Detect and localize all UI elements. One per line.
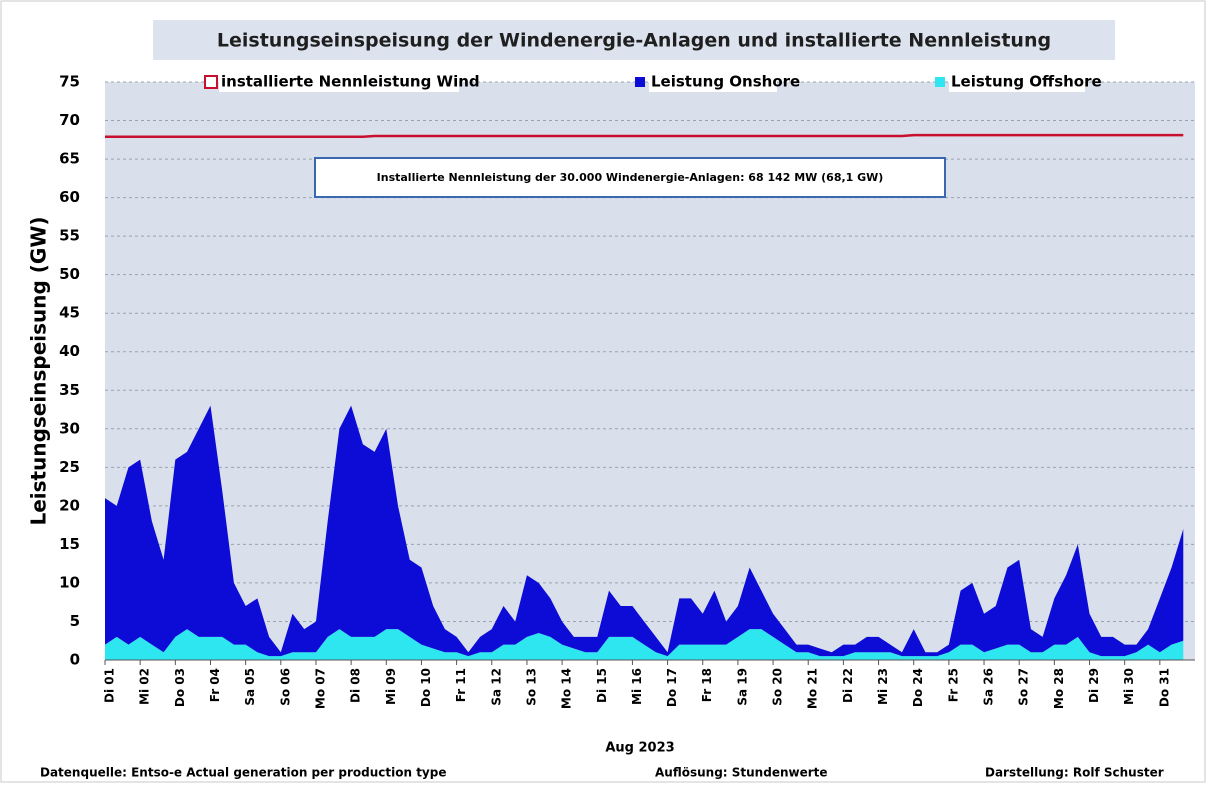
- legend-swatch: [935, 77, 945, 87]
- y-tick-label: 55: [59, 227, 80, 245]
- x-tick-label: Di 29: [1087, 668, 1101, 703]
- y-tick-label: 25: [59, 458, 80, 476]
- legend-bg: [949, 72, 1085, 92]
- y-tick-label: 5: [70, 612, 80, 630]
- legend-label: Leistung Offshore: [951, 73, 1102, 91]
- legend-swatch: [204, 75, 218, 89]
- legend-label: installierte Nennleistung Wind: [221, 73, 480, 91]
- x-tick-label: Mi 30: [1122, 668, 1136, 705]
- x-tick-label: So 27: [1017, 668, 1031, 706]
- footer-source: Datenquelle: Entso-e Actual generation p…: [40, 766, 446, 780]
- y-tick-label: 15: [59, 535, 80, 553]
- x-tick-label: Mo 21: [806, 668, 820, 709]
- y-tick-label: 70: [59, 111, 80, 129]
- x-tick-label: Mo 14: [560, 668, 574, 709]
- x-tick-label: Fr 25: [946, 668, 960, 702]
- x-tick-label: Fr 04: [208, 668, 222, 702]
- y-tick-label: 20: [59, 496, 80, 514]
- y-tick-label: 10: [59, 573, 80, 591]
- annotation: Installierte Nennleistung der 30.000 Win…: [377, 171, 884, 184]
- annotation-box: [314, 157, 946, 198]
- x-axis-label: Aug 2023: [605, 741, 674, 756]
- x-tick-label: Fr 18: [700, 668, 714, 702]
- x-tick-label: Di 08: [349, 668, 363, 703]
- legend-bg: [649, 72, 777, 92]
- legend-label: Leistung Onshore: [651, 73, 800, 91]
- x-tick-label: Do 31: [1157, 668, 1171, 707]
- x-tick-label: Sa 19: [735, 668, 749, 706]
- x-tick-label: Sa 12: [489, 668, 503, 706]
- x-tick-label: Di 15: [595, 668, 609, 703]
- x-tick-label: Mo 07: [313, 668, 327, 709]
- y-tick-label: 0: [70, 651, 80, 669]
- y-tick-label: 75: [59, 73, 80, 91]
- x-tick-label: Sa 26: [982, 668, 996, 706]
- y-tick-label: 60: [59, 188, 80, 206]
- title-box: [153, 20, 1115, 60]
- x-tick-label: Mi 09: [384, 668, 398, 705]
- y-axis-label: Leistungseinspeisung (GW): [27, 216, 51, 525]
- legend-bg: [219, 72, 459, 92]
- chart-title: Leistungseinspeisung der Windenergie-Anl…: [217, 30, 1051, 52]
- legend-swatch: [635, 77, 645, 87]
- x-tick-label: Fr 11: [454, 668, 468, 702]
- plot: [105, 81, 1195, 661]
- area: [105, 629, 1184, 660]
- x-tick-label: Mi 16: [630, 668, 644, 705]
- x-tick-label: Do 17: [665, 668, 679, 707]
- footer-resolution: Auflösung: Stundenwerte: [655, 766, 828, 780]
- x-tick-label: Di 01: [103, 668, 117, 703]
- x-tick-label: Di 22: [841, 668, 855, 703]
- y-tick-label: 65: [59, 150, 80, 168]
- x-tick-label: So 13: [524, 668, 538, 706]
- y-tick-label: 40: [59, 342, 80, 360]
- footer-author: Darstellung: Rolf Schuster: [985, 766, 1164, 780]
- line: [105, 133, 1184, 138]
- x-tick-label: So 20: [771, 668, 785, 706]
- x-tick-label: Sa 05: [243, 668, 257, 706]
- area: [105, 405, 1184, 657]
- x-tick-label: Mi 23: [876, 668, 890, 705]
- x-tick-label: Mo 28: [1052, 668, 1066, 709]
- x-tick-label: Do 10: [419, 668, 433, 707]
- y-tick-label: 30: [59, 419, 80, 437]
- x-tick-label: So 06: [278, 668, 292, 706]
- x-tick-label: Do 03: [173, 668, 187, 707]
- x-tick-label: Mi 02: [138, 668, 152, 705]
- y-tick-label: 35: [59, 381, 80, 399]
- y-tick-label: 45: [59, 304, 80, 322]
- x-tick-label: Do 24: [911, 668, 925, 707]
- y-tick-label: 50: [59, 265, 80, 283]
